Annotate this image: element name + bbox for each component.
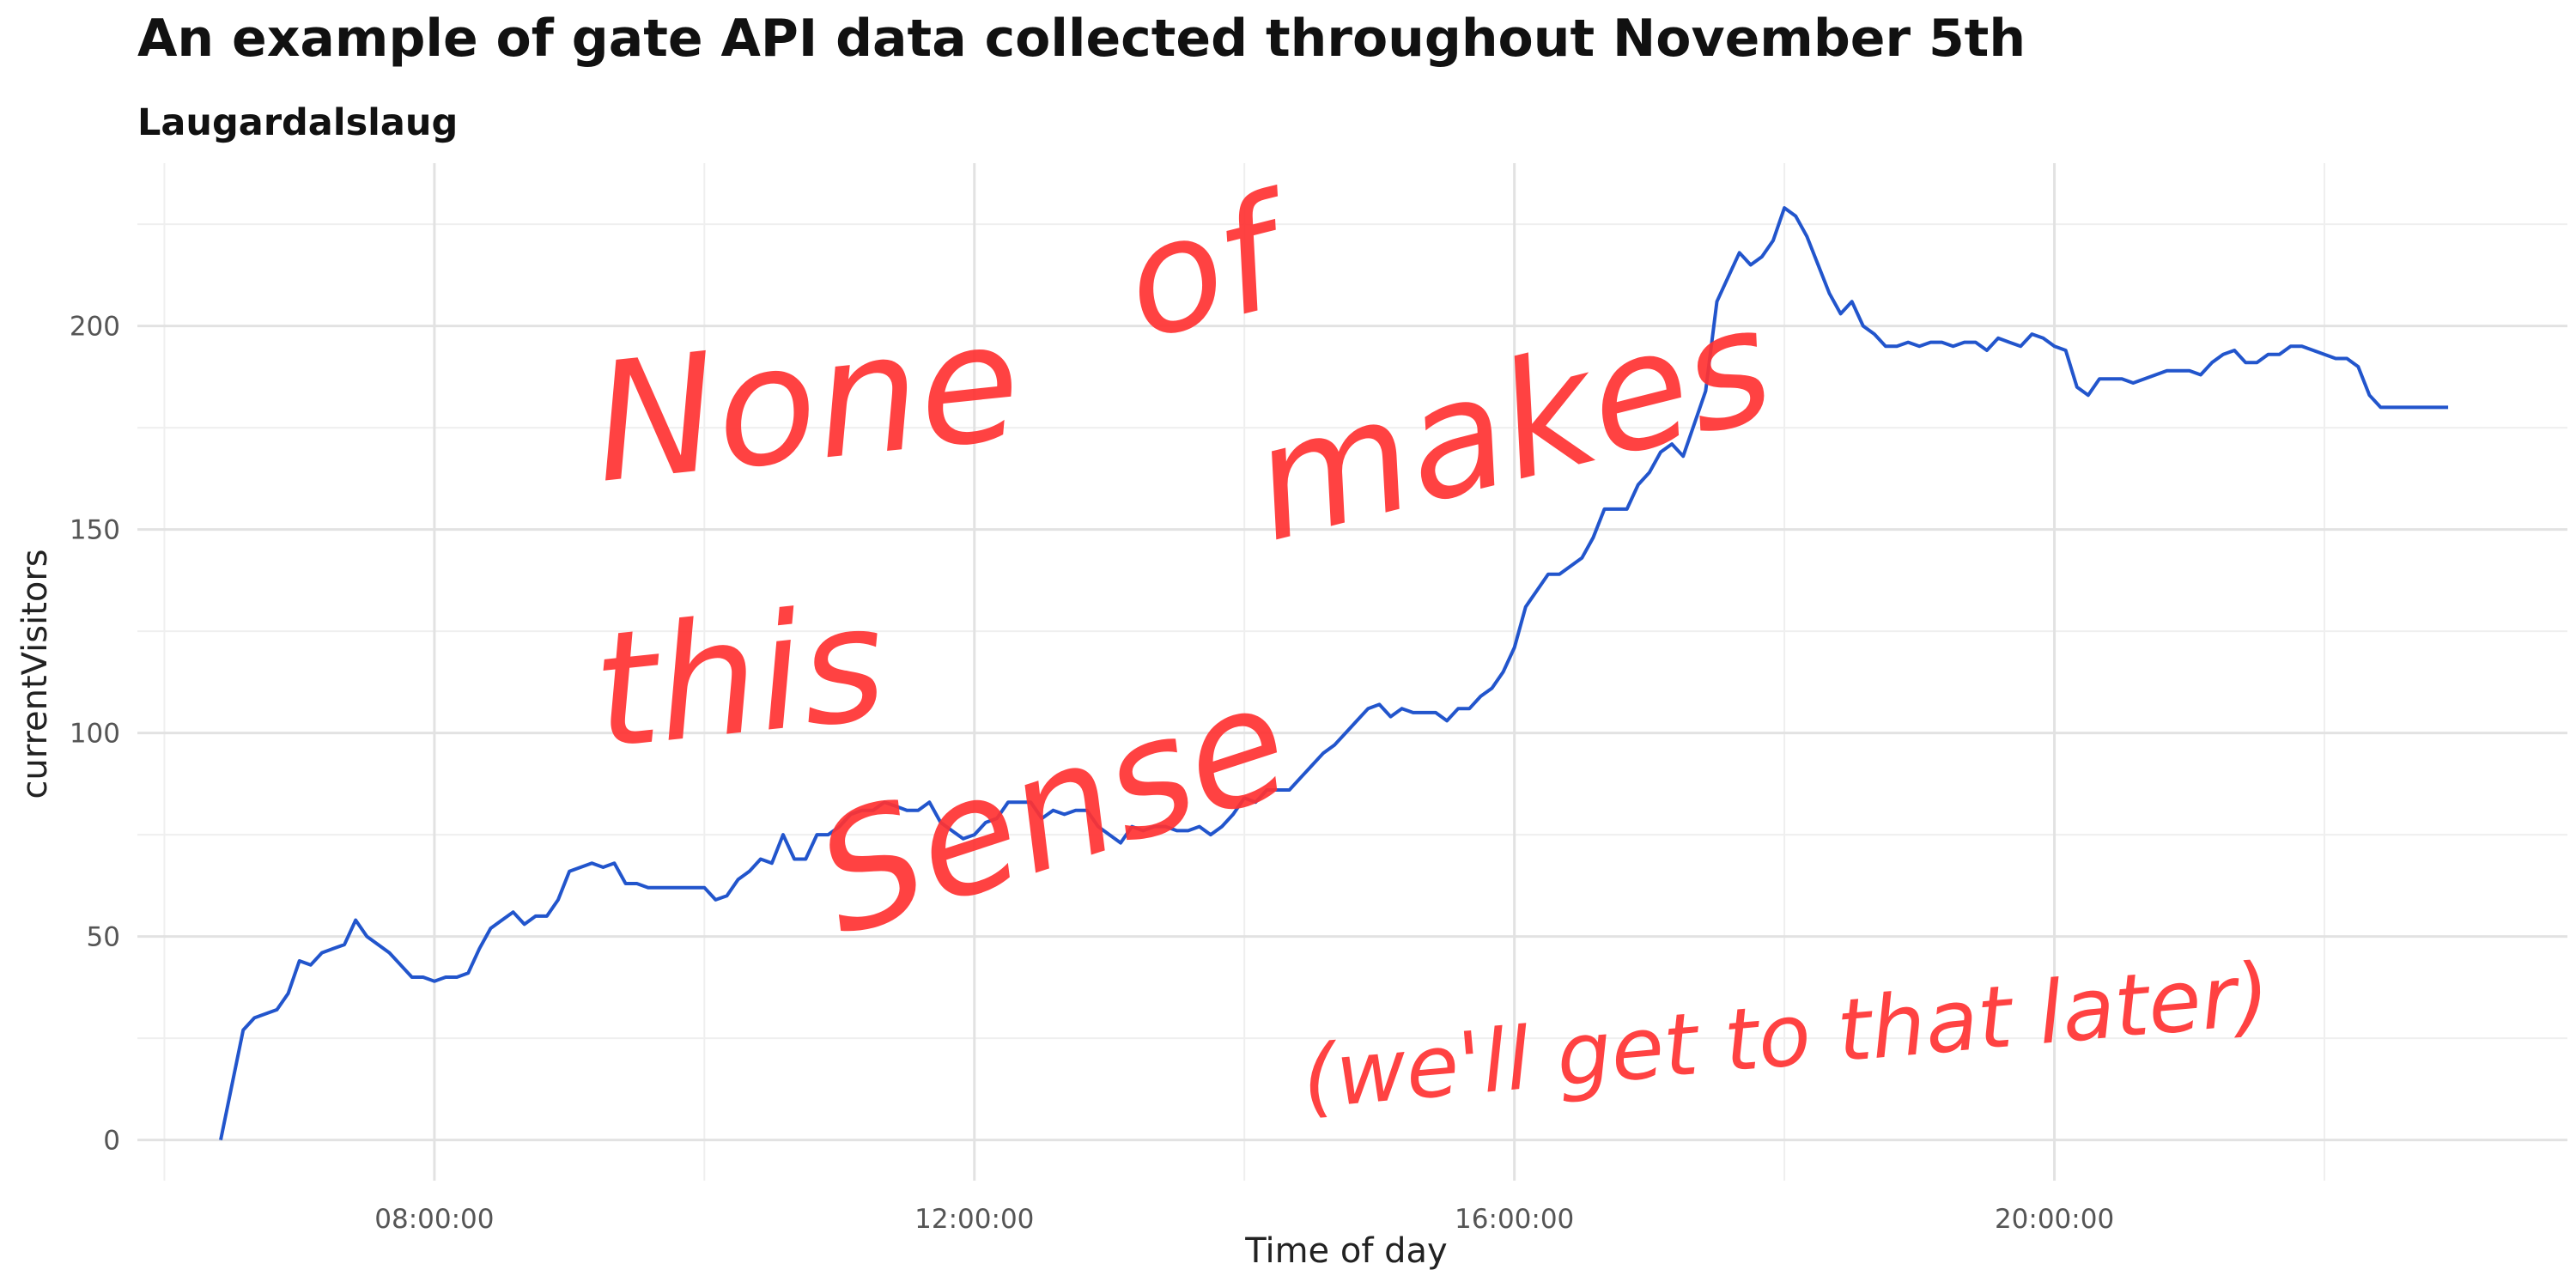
y-tick-label: 100 [70, 719, 120, 750]
annotation-later: (we'll get to that later) [1298, 944, 2274, 1128]
x-axis-ticks: 08:00:00 12:00:00 16:00:00 20:00:00 [374, 1204, 2114, 1235]
y-tick-label: 50 [87, 922, 120, 953]
annotation-this: this [586, 570, 893, 785]
handwritten-annotations: None of this makes Sense (we'll get to t… [586, 160, 2274, 1128]
x-tick-label: 20:00:00 [1995, 1204, 2114, 1235]
x-axis-title: Time of day [1244, 1231, 1447, 1271]
x-tick-label: 16:00:00 [1455, 1204, 1574, 1235]
y-tick-label: 0 [103, 1126, 120, 1157]
annotation-makes: makes [1235, 270, 1789, 577]
chart-subtitle: Laugardalslaug [137, 101, 459, 144]
annotation-none: None [586, 286, 1029, 519]
x-tick-label: 08:00:00 [374, 1204, 494, 1235]
grid [137, 163, 2567, 1181]
y-axis-title: currentVisitors [15, 549, 55, 799]
y-tick-label: 200 [70, 312, 120, 343]
visitors-series-line [219, 206, 2449, 1141]
chart-title: An example of gate API data collected th… [137, 9, 2026, 69]
annotation-of: of [1108, 160, 1315, 374]
y-tick-label: 150 [70, 515, 120, 546]
y-axis-ticks: 0 50 100 150 200 [70, 312, 120, 1157]
x-tick-label: 12:00:00 [914, 1204, 1034, 1235]
